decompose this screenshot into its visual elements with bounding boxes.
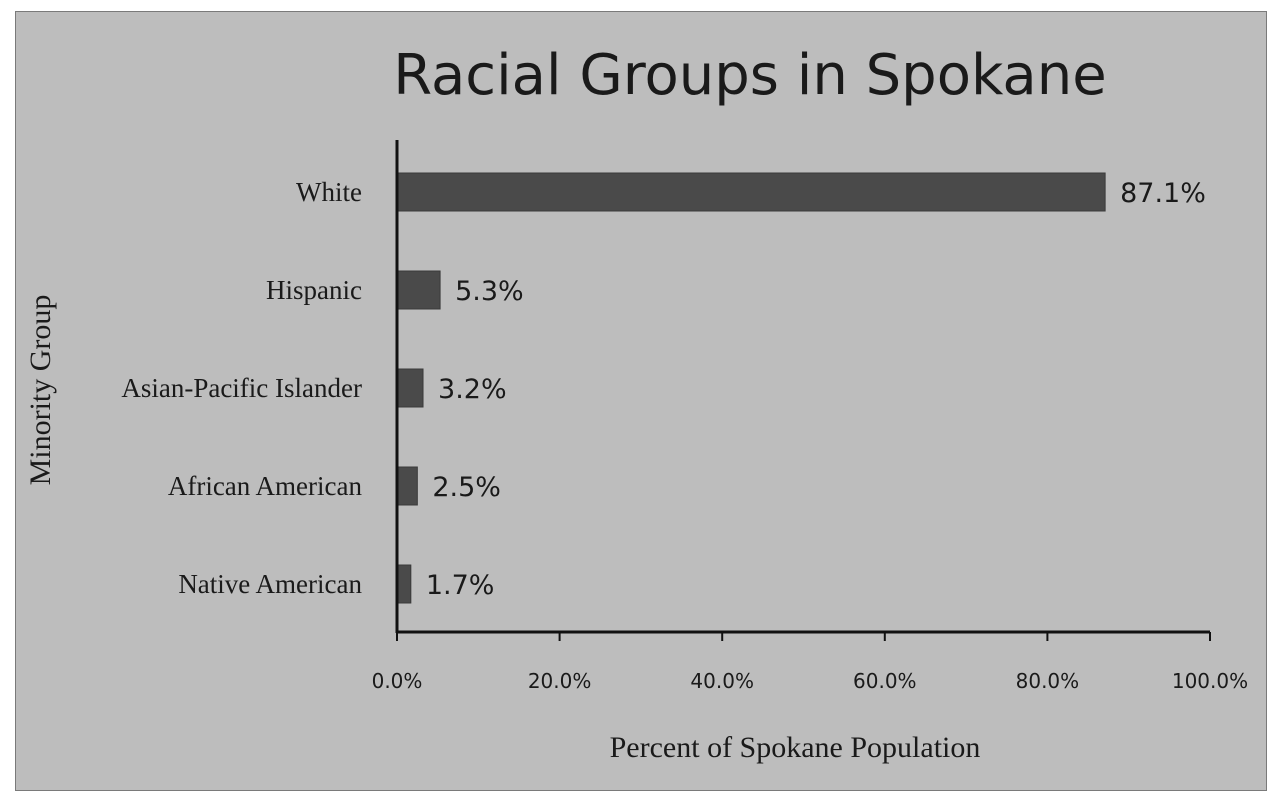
- bar-asian-pacific-islander: [396, 368, 424, 408]
- data-label-native-american: 1.7%: [426, 570, 495, 601]
- y-axis-title: Minority Group: [24, 295, 57, 486]
- labels-layer: White 87.1% Hispanic 5.3% Asian-Pacific Isla…: [121, 177, 1206, 601]
- data-label-hispanic: 5.3%: [455, 276, 524, 307]
- x-tick-label: 20.0%: [528, 669, 592, 693]
- x-tick-label: 100.0%: [1172, 669, 1248, 693]
- x-tick-label: 60.0%: [853, 669, 917, 693]
- x-tick-label: 40.0%: [690, 669, 754, 693]
- category-label-african-american: African American: [168, 471, 363, 501]
- bar-hispanic: [396, 270, 441, 310]
- bar-native-american: [396, 564, 412, 604]
- category-label-asian-pacific-islander: Asian-Pacific Islander: [121, 373, 362, 403]
- x-tick-label: 0.0%: [372, 669, 423, 693]
- chart-title: Racial Groups in Spokane: [393, 43, 1106, 108]
- data-label-asian-pacific-islander: 3.2%: [438, 374, 507, 405]
- category-label-white: White: [296, 177, 362, 207]
- x-tick-label: 80.0%: [1016, 669, 1080, 693]
- bar-african-american: [396, 466, 418, 506]
- bar-white: [396, 172, 1106, 212]
- x-axis-title: Percent of Spokane Population: [610, 731, 981, 764]
- category-label-hispanic: Hispanic: [266, 275, 362, 305]
- bars-layer: [396, 172, 1106, 604]
- axes-layer: 0.0% 20.0% 40.0% 60.0% 80.0% 100.0%: [372, 140, 1248, 693]
- chart-frame: [15, 11, 1267, 791]
- data-label-african-american: 2.5%: [432, 472, 501, 503]
- data-label-white: 87.1%: [1120, 178, 1206, 209]
- category-label-native-american: Native American: [178, 569, 362, 599]
